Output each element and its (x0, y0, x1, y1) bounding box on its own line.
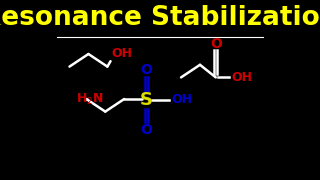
Text: Resonance Stabilization: Resonance Stabilization (0, 5, 320, 31)
Text: OH: OH (232, 71, 252, 84)
Text: O: O (140, 123, 152, 137)
Text: O: O (210, 37, 222, 51)
Text: H$_2$N: H$_2$N (76, 91, 104, 107)
Text: OH: OH (172, 93, 193, 106)
Text: O: O (140, 63, 152, 77)
Text: S: S (140, 91, 153, 109)
Text: OH: OH (112, 47, 132, 60)
